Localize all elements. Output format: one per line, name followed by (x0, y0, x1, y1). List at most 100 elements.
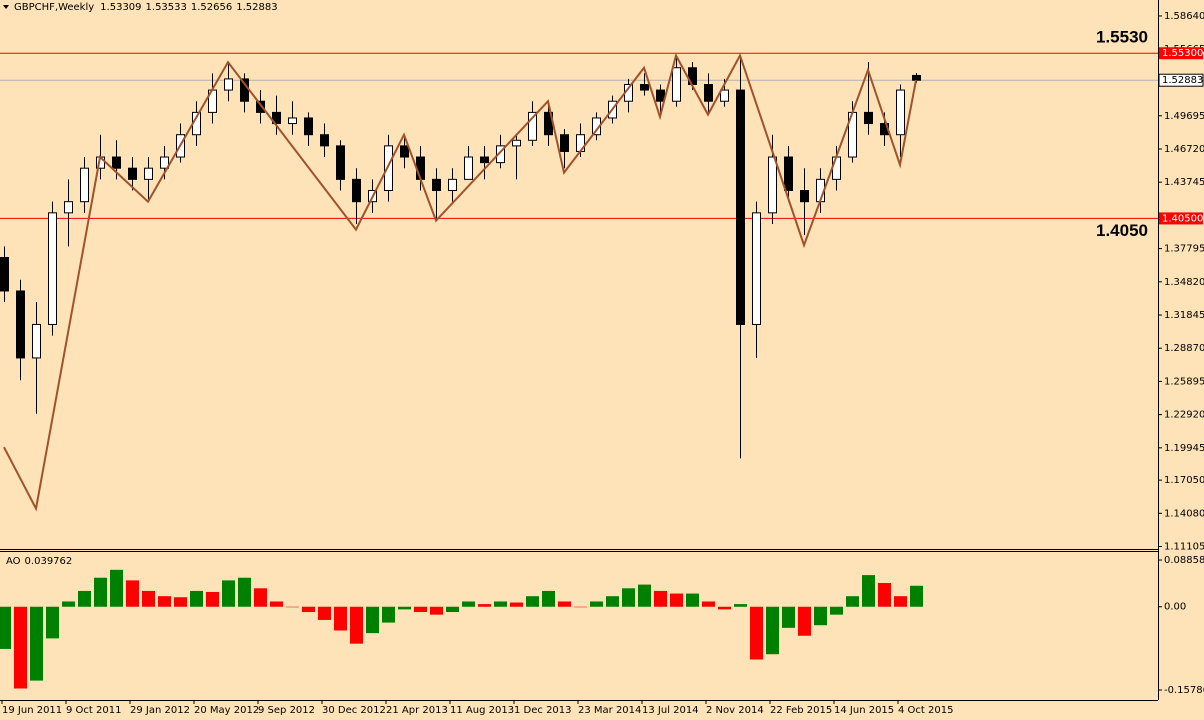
candle-body (752, 212, 761, 325)
candle-body (560, 134, 569, 152)
candle-body (736, 89, 745, 325)
ao-bar (0, 606, 11, 649)
candle-body (896, 89, 905, 136)
ao-bar (126, 580, 139, 607)
x-tick-label: 13 Jul 2014 (642, 705, 699, 716)
ao-bar (878, 583, 891, 607)
candle-body (640, 83, 649, 91)
ao-bar (814, 606, 827, 626)
ao-bar (430, 606, 443, 615)
y-tick-label: 1.19945 (1164, 443, 1204, 454)
candle-body (464, 156, 473, 180)
ao-bar (110, 569, 123, 607)
x-tick-label: 19 Jun 2011 (2, 705, 62, 716)
candle-body (48, 212, 57, 325)
y-tick-label: 1.37795 (1164, 244, 1204, 255)
ao-bar (446, 606, 459, 613)
ao-bar (494, 601, 507, 607)
zigzag-line (3, 52, 917, 512)
ao-bar (254, 588, 267, 607)
ao-bar (542, 590, 555, 607)
candle-body (400, 145, 409, 158)
x-tick-label: 9 Sep 2012 (258, 705, 315, 716)
level-axis-box (1159, 47, 1203, 60)
ao-bar (62, 601, 75, 607)
candle-body (480, 156, 489, 164)
ao-bar (830, 606, 843, 615)
ao-bar (222, 580, 235, 607)
indicator-value: 0.039762 (25, 556, 73, 567)
candle-body (272, 111, 281, 125)
ao-bar (670, 593, 683, 607)
y-tick-label: 1.22920 (1164, 410, 1204, 421)
candle-body (416, 156, 425, 180)
ao-bar (190, 590, 203, 607)
low-value: 1.52656 (191, 2, 232, 13)
ao-bar (270, 601, 283, 607)
ao-bar (798, 606, 811, 636)
y-tick-label: -0.157864 (1164, 685, 1204, 696)
ao-bar (14, 606, 27, 689)
y-tick-label: 1.17050 (1164, 475, 1204, 486)
candle-body (32, 323, 41, 359)
candle-body (336, 145, 345, 180)
candle-body (496, 145, 505, 164)
candle-body (784, 156, 793, 192)
x-tick-label: 9 Oct 2011 (66, 705, 121, 716)
y-tick-label: 0.088581 (1164, 555, 1204, 566)
candle-body (656, 89, 665, 102)
ao-bar (462, 601, 475, 607)
x-tick-label: 20 May 2012 (194, 705, 259, 716)
ao-bar (910, 585, 923, 607)
ao-bar (334, 606, 347, 631)
ao-bar (686, 593, 699, 607)
ao-bar (158, 596, 171, 607)
ao-bar (734, 604, 747, 607)
symbol-title: GBPCHF,Weekly (14, 2, 94, 13)
x-tick-label: 2 Nov 2014 (706, 705, 764, 716)
ao-bar (894, 596, 907, 607)
ao-bar (286, 606, 299, 608)
ao-bar (590, 601, 603, 607)
x-tick-label: 23 Mar 2014 (578, 705, 641, 716)
ao-bar (782, 606, 795, 628)
ao-bar (654, 590, 667, 607)
candle-body (64, 201, 73, 214)
x-tick-label: 11 Aug 2013 (450, 705, 514, 716)
candle-body (528, 111, 537, 141)
candle-body (128, 167, 137, 180)
x-tick-label: 4 Oct 2015 (898, 705, 953, 716)
ao-bar (318, 606, 331, 620)
ao-bar (302, 606, 315, 613)
candle-body (144, 167, 153, 180)
y-tick-label: 0.00 (1164, 602, 1186, 613)
candle-body (80, 167, 89, 203)
candle-body (160, 156, 169, 169)
ao-bar (30, 606, 43, 681)
y-tick-label: 1.31845 (1164, 310, 1204, 321)
ao-bar (206, 591, 219, 607)
ao-bar (702, 601, 715, 607)
ao-bar (862, 575, 875, 607)
ao-bar (174, 597, 187, 607)
y-tick-label: 1.25895 (1164, 376, 1204, 387)
candle-body (512, 139, 521, 147)
ao-bar (478, 604, 491, 607)
candle-body (832, 156, 841, 180)
candle-body (800, 190, 809, 203)
ao-bar (638, 584, 651, 607)
last-price-label: 1.52883 (1162, 75, 1203, 86)
y-tick-label: 1.46720 (1164, 144, 1204, 155)
chart-header: GBPCHF,Weekly 1.53309 1.53533 1.52656 1.5288… (14, 2, 278, 13)
x-tick-label: 21 Apr 2013 (386, 705, 448, 716)
candle-body (256, 100, 265, 113)
x-tick-label: 29 Jan 2012 (130, 705, 190, 716)
menu-icon (3, 5, 9, 9)
indicator-header: AO 0.039762 (6, 556, 72, 567)
ao-bar (766, 606, 779, 655)
x-tick-label: 30 Dec 2012 (322, 705, 386, 716)
candle-body (352, 178, 361, 203)
ao-bar (606, 596, 619, 607)
